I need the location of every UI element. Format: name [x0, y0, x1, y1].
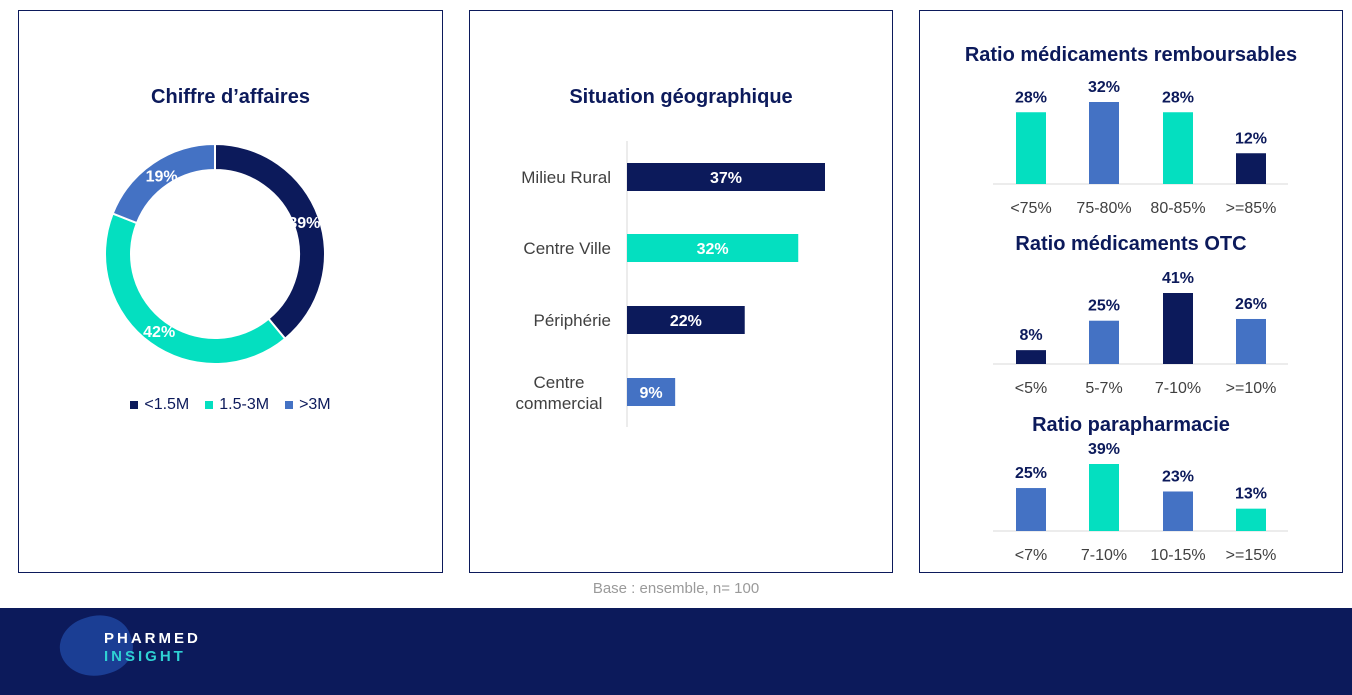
revenue-panel: Chiffre d’affaires 39% 42% 19% <1.5M 1.5-3…	[18, 10, 443, 573]
ratio-bar	[1016, 112, 1046, 184]
ratio-bar	[1089, 464, 1119, 531]
ratio-bar-value: 32%	[1088, 79, 1120, 96]
geo-panel: Situation géographique 37% Milieu Rural 32…	[469, 10, 893, 573]
ratio-bar	[1016, 350, 1046, 364]
ratio-category-label: >=85%	[1226, 200, 1277, 217]
ratio-bar-value: 25%	[1088, 298, 1120, 315]
ratio-category-label: 5-7%	[1085, 380, 1122, 397]
donut-slice	[214, 142, 326, 341]
logo-text-pharmed: PHARMED	[104, 630, 201, 647]
ratio-otc-title: Ratio médicaments OTC	[1015, 233, 1247, 255]
ratio-bar-value: 41%	[1162, 270, 1194, 287]
ratio-bar	[1163, 293, 1193, 364]
ratio-parapharmacy-title: Ratio parapharmacie	[1032, 414, 1230, 436]
geo-bar	[627, 234, 799, 262]
legend-item-gt-3m: >3M	[285, 396, 331, 414]
geo-category-label: Centre Ville	[523, 239, 611, 258]
ratio-bar	[1236, 318, 1266, 364]
donut-slice-label: 39%	[288, 215, 320, 232]
ratio-category-label: >=15%	[1226, 547, 1277, 564]
legend-label: <1.5M	[144, 396, 190, 413]
donut-slice-label: 42%	[143, 324, 175, 341]
ratio-category-label: <5%	[1015, 380, 1047, 397]
geo-bar-chart: 37% Milieu Rural 32% Centre Ville 22% Périphé…	[516, 141, 825, 427]
ratio-bar	[1236, 508, 1266, 531]
ratio-category-label: 7-10%	[1081, 547, 1127, 564]
geo-bar	[627, 163, 825, 191]
ratio-bar-value: 28%	[1015, 89, 1047, 106]
legend-swatch	[130, 401, 139, 409]
base-note: Base : ensemble, n= 100	[592, 580, 760, 597]
ratio-bar-value: 28%	[1162, 89, 1194, 106]
ratio-category-label: >=10%	[1226, 380, 1277, 397]
ratio-bar-value: 12%	[1235, 130, 1267, 147]
ratio-category-label: 80-85%	[1150, 200, 1205, 217]
geo-bar-value: 32%	[697, 241, 729, 258]
revenue-donut-chart: 39% 42% 19%	[104, 142, 326, 365]
ratio-bar-value: 8%	[1019, 327, 1042, 344]
geo-category-label: Périphérie	[534, 311, 612, 330]
donut-slice	[111, 142, 216, 225]
geo-bar-value: 9%	[640, 385, 663, 402]
ratio-bar	[1163, 491, 1193, 531]
donut-slice	[104, 212, 287, 365]
ratio-bar	[1089, 320, 1119, 364]
ratio-category-label: 10-15%	[1150, 547, 1205, 564]
geo-bar	[627, 306, 745, 334]
geo-chart-title: Situation géographique	[569, 86, 793, 108]
ratios-bar-charts: 28% <75% 32% 75-80% 28% 80-85% 12% >=85% 8% <5% 25…	[993, 79, 1288, 564]
legend-swatch	[205, 401, 214, 409]
ratio-bar-value: 26%	[1235, 296, 1267, 313]
ratio-bar-value: 13%	[1235, 486, 1267, 503]
ratio-bar-value: 39%	[1088, 441, 1120, 458]
revenue-legend: <1.5M 1.5-3M >3M	[19, 396, 442, 414]
legend-item-1-5-3m: 1.5-3M	[205, 396, 269, 414]
ratio-category-label: <7%	[1015, 547, 1047, 564]
legend-label: 1.5-3M	[219, 396, 270, 413]
geo-category-label: Milieu Rural	[521, 168, 611, 187]
ratio-bar	[1236, 153, 1266, 184]
ratio-category-label: 7-10%	[1155, 380, 1201, 397]
geo-bar	[627, 378, 676, 406]
ratio-category-label: 75-80%	[1076, 200, 1131, 217]
geo-bar-value: 22%	[670, 313, 702, 330]
revenue-chart-title: Chiffre d’affaires	[151, 86, 310, 108]
ratio-bar	[1016, 488, 1046, 531]
footer: PHARMED INSIGHT	[0, 606, 1352, 695]
ratio-bar-value: 23%	[1162, 468, 1194, 485]
ratios-panel: Ratio médicaments remboursables Ratio mé…	[919, 10, 1343, 573]
legend-item-lt-1-5m: <1.5M	[130, 396, 189, 414]
legend-label: >3M	[299, 396, 331, 413]
ratio-bar-value: 25%	[1015, 465, 1047, 482]
geo-bar-value: 37%	[710, 170, 742, 187]
ratio-bar	[1089, 102, 1119, 184]
donut-slice-label: 19%	[146, 168, 178, 185]
legend-swatch	[285, 401, 294, 409]
logo-text-insight: INSIGHT	[104, 648, 186, 665]
ratio-bar	[1163, 112, 1193, 184]
geo-category-label: Centre commercial	[516, 373, 603, 413]
ratio-reimbursable-title: Ratio médicaments remboursables	[964, 44, 1298, 66]
ratio-category-label: <75%	[1010, 200, 1051, 217]
